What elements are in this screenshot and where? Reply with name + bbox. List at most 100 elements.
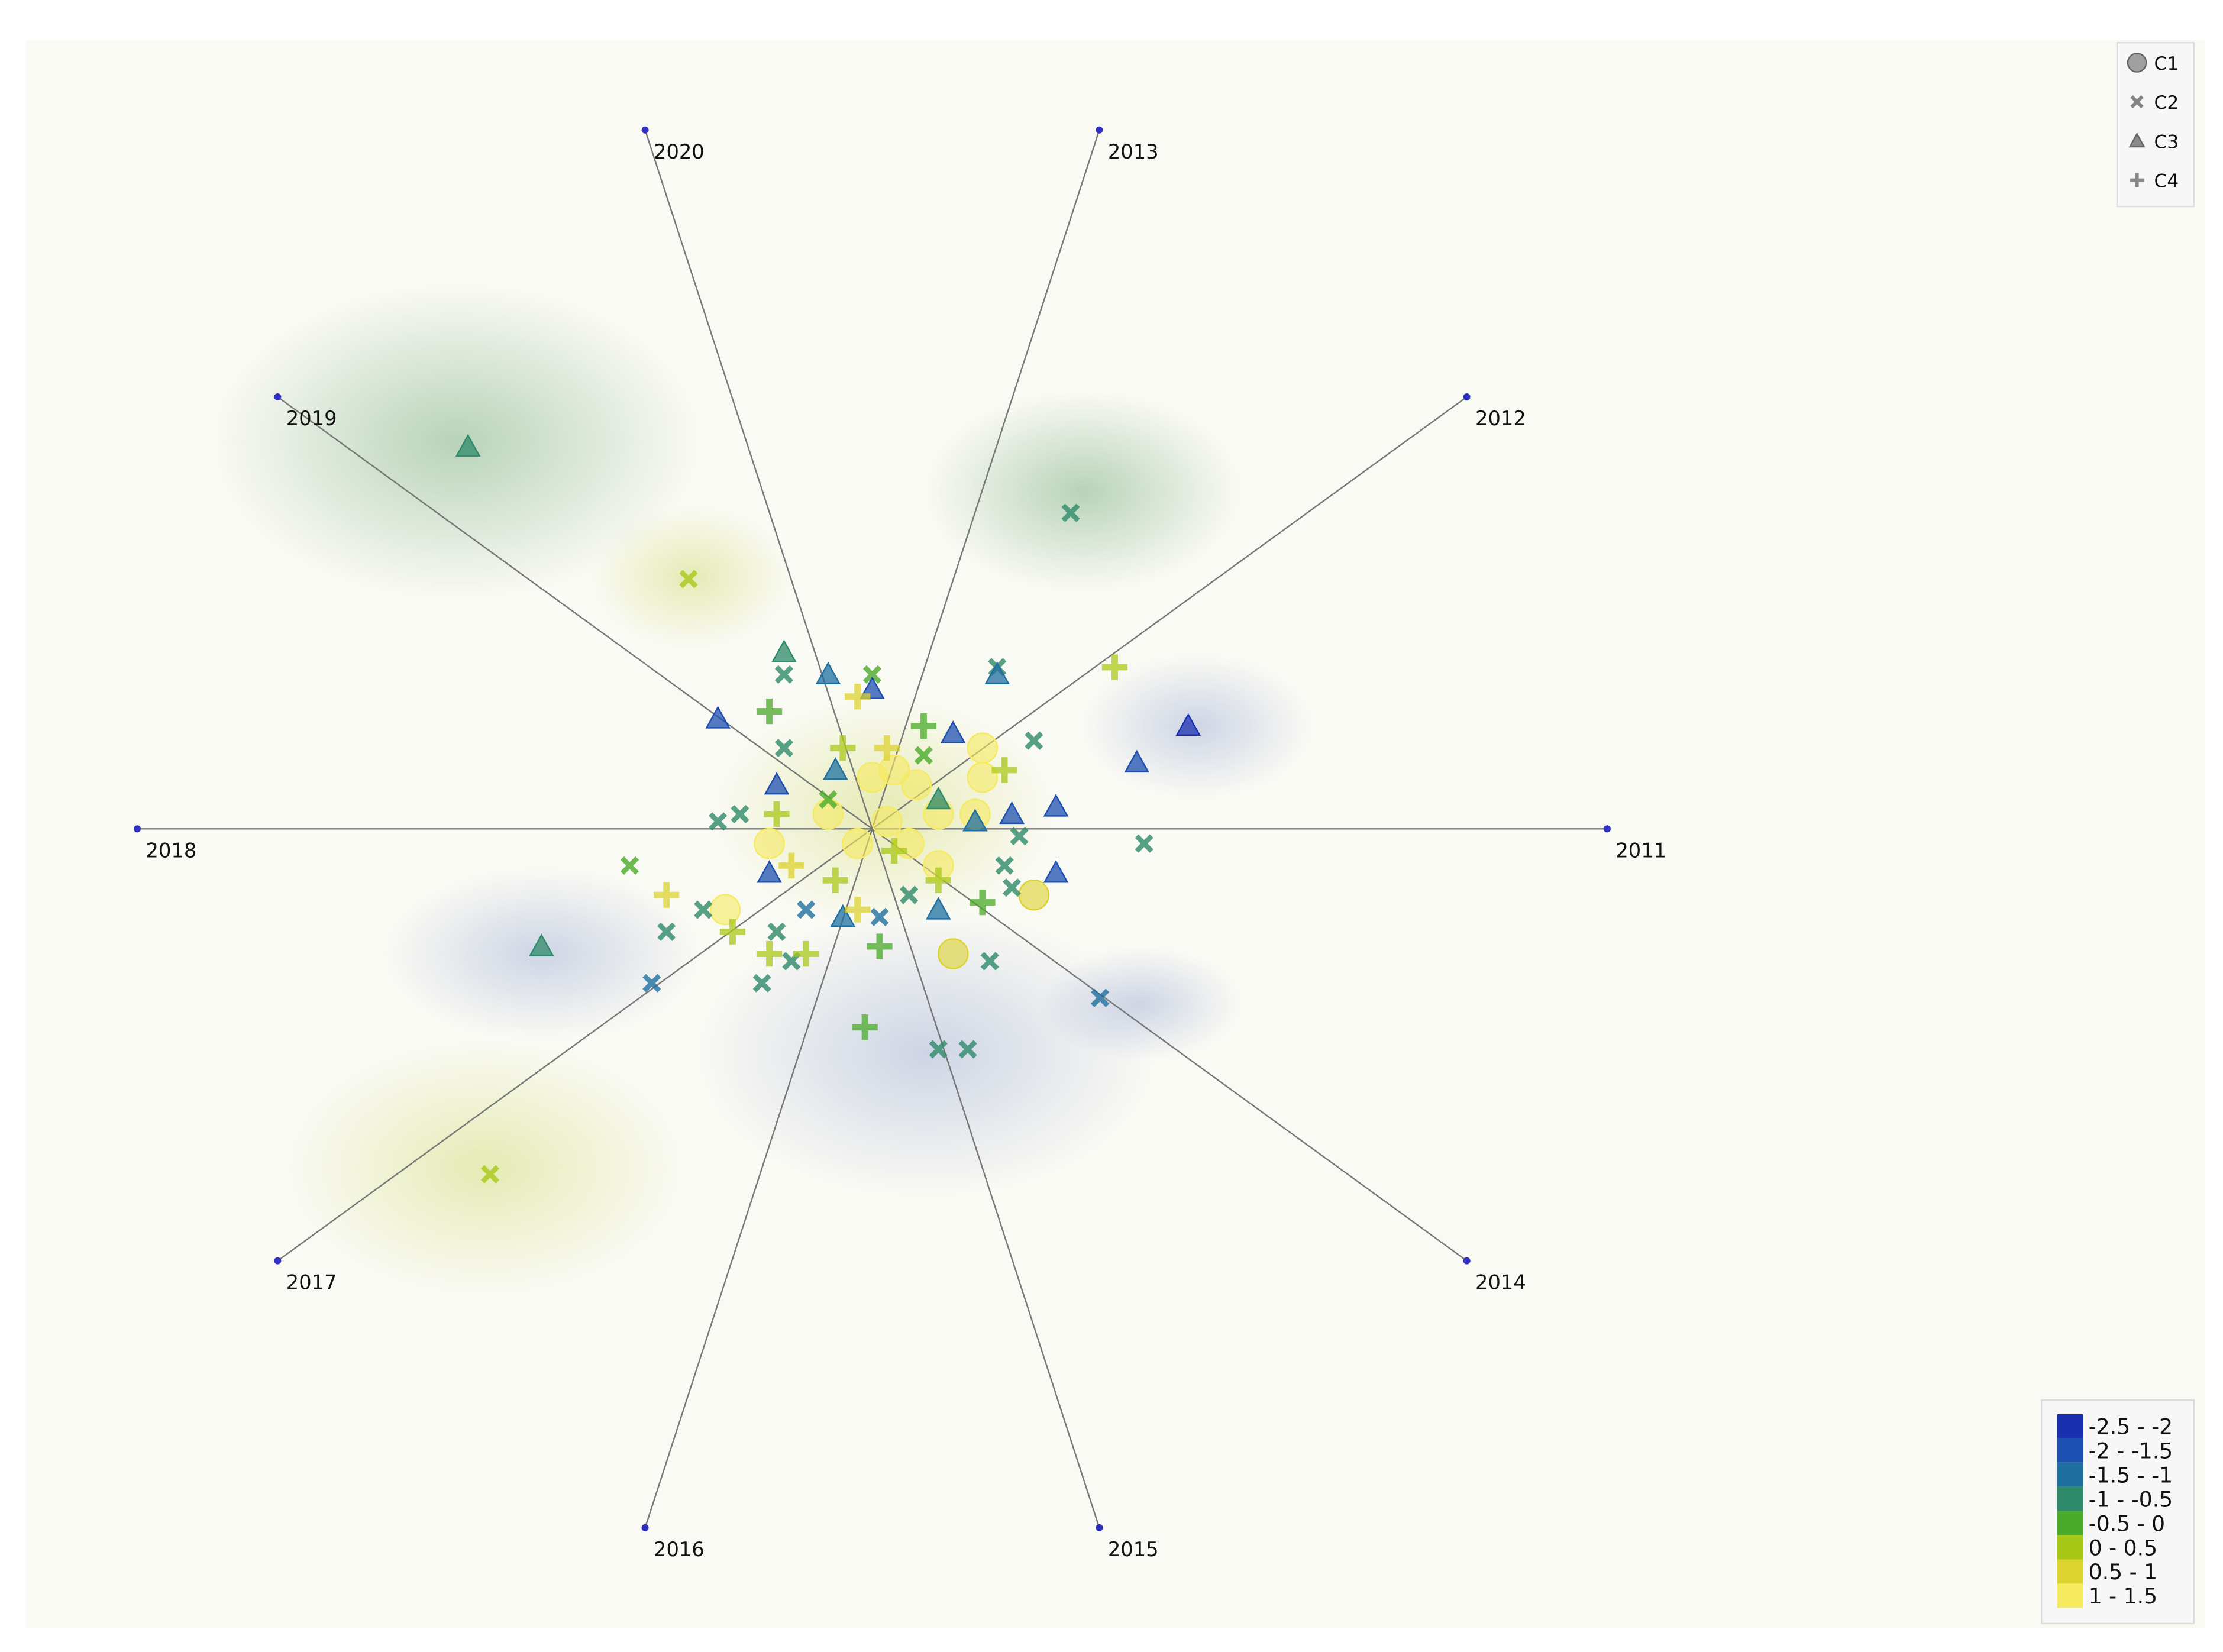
color-swatch xyxy=(2057,1535,2083,1560)
color-swatch xyxy=(2057,1583,2083,1608)
anchor-axis xyxy=(644,828,873,1528)
anchor-point xyxy=(641,1524,649,1531)
point xyxy=(970,889,996,916)
point xyxy=(812,798,844,830)
point xyxy=(940,720,966,743)
point xyxy=(1175,713,1201,736)
point xyxy=(709,894,741,926)
point xyxy=(679,570,698,589)
point xyxy=(642,974,661,993)
anchor-label: 2019 xyxy=(286,407,337,430)
color-swatch xyxy=(2057,1414,2083,1438)
color-label: -2.5 - -2 xyxy=(2089,1414,2173,1440)
anchor-label: 2017 xyxy=(286,1271,337,1294)
point xyxy=(984,661,1010,685)
point xyxy=(815,661,841,685)
point xyxy=(752,974,771,993)
point xyxy=(708,812,728,831)
point xyxy=(620,856,639,875)
point xyxy=(991,757,1017,783)
legend-symbol xyxy=(2130,95,2144,109)
point xyxy=(797,900,816,919)
point xyxy=(774,665,794,684)
anchor-label: 2011 xyxy=(1615,839,1666,862)
anchor-label: 2016 xyxy=(654,1538,705,1561)
legend-symbol xyxy=(2128,132,2146,148)
color-swatch xyxy=(2057,1438,2083,1463)
point xyxy=(653,882,680,908)
point xyxy=(1091,988,1110,1007)
point xyxy=(842,827,873,859)
color-swatch xyxy=(2057,1511,2083,1535)
point xyxy=(1124,749,1150,773)
point xyxy=(778,852,804,879)
legend-label: C1 xyxy=(2154,53,2179,75)
point xyxy=(774,739,794,758)
point xyxy=(1043,860,1069,883)
anchor-axis xyxy=(871,828,1100,1528)
point xyxy=(860,676,885,699)
point xyxy=(914,746,933,765)
point xyxy=(926,786,951,810)
point xyxy=(867,933,893,959)
anchor-label: 2015 xyxy=(1108,1538,1159,1561)
legend-label: C3 xyxy=(2154,131,2179,153)
anchor-point xyxy=(1463,393,1471,401)
point xyxy=(967,732,999,764)
legend-symbol xyxy=(2127,53,2147,73)
point xyxy=(705,706,731,729)
legend-label: C2 xyxy=(2154,92,2179,114)
anchor-point xyxy=(274,1257,282,1265)
point xyxy=(995,856,1014,875)
point xyxy=(1101,654,1128,680)
point xyxy=(899,885,919,904)
anchor-label: 2020 xyxy=(654,140,705,163)
point xyxy=(871,806,903,838)
point xyxy=(852,1014,878,1040)
point xyxy=(1002,878,1022,897)
point xyxy=(925,867,951,893)
anchor-point xyxy=(134,825,141,833)
point xyxy=(657,922,676,941)
legend-label: C4 xyxy=(2154,171,2179,192)
point xyxy=(756,698,783,725)
anchor-axis xyxy=(644,130,873,829)
point xyxy=(819,790,838,809)
anchor-axis xyxy=(277,828,873,1262)
color-label: -1 - -0.5 xyxy=(2089,1486,2173,1512)
point xyxy=(480,1165,500,1184)
legend-symbol xyxy=(2130,173,2144,187)
point xyxy=(900,769,932,801)
point xyxy=(529,933,554,956)
point xyxy=(870,907,889,927)
point xyxy=(830,904,856,927)
point xyxy=(1025,731,1043,750)
anchor-axis xyxy=(871,130,1100,829)
point xyxy=(757,860,782,883)
point xyxy=(881,838,907,864)
point xyxy=(926,897,951,920)
anchor-point xyxy=(1603,825,1611,833)
point xyxy=(764,772,790,795)
point xyxy=(771,639,797,662)
color-swatch xyxy=(2057,1559,2083,1584)
color-swatch xyxy=(2057,1486,2083,1511)
point xyxy=(823,757,848,780)
point xyxy=(1043,794,1069,817)
point xyxy=(967,762,999,793)
anchor-label: 2013 xyxy=(1108,140,1159,163)
point xyxy=(862,665,882,684)
point xyxy=(878,754,910,786)
color-legend: -2.5 - -2-2 - -1.5-1.5 - -1-1 - -0.5-0.5… xyxy=(2041,1399,2195,1625)
anchor-label: 2018 xyxy=(146,839,197,862)
anchor-label: 2012 xyxy=(1475,407,1526,430)
point xyxy=(756,940,783,967)
plot-background xyxy=(26,40,2206,1628)
point xyxy=(999,801,1025,825)
point xyxy=(767,922,786,941)
anchor-point xyxy=(641,126,649,134)
anchor-label: 2014 xyxy=(1475,1271,1526,1294)
point xyxy=(455,434,481,457)
point xyxy=(822,867,849,893)
